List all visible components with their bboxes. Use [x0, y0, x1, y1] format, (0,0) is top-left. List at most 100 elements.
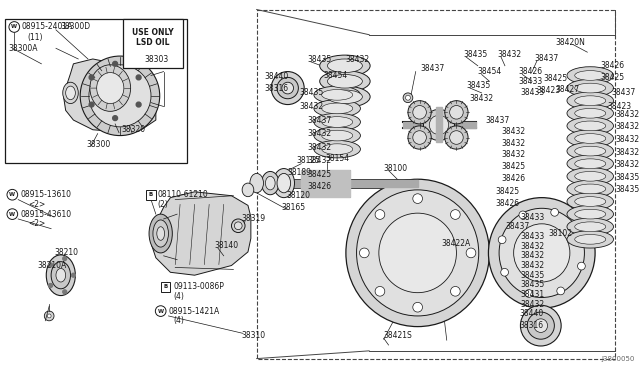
Text: 09113-0086P: 09113-0086P: [173, 282, 224, 291]
Text: 38435: 38435: [520, 271, 545, 280]
Ellipse shape: [314, 140, 360, 158]
Circle shape: [577, 262, 586, 270]
Text: 38426: 38426: [495, 199, 519, 208]
Polygon shape: [152, 192, 251, 275]
Circle shape: [451, 286, 460, 296]
Ellipse shape: [322, 144, 353, 154]
Bar: [123, 19, 183, 68]
Text: 08915-13610: 08915-13610: [20, 190, 71, 199]
Circle shape: [113, 116, 118, 121]
Circle shape: [498, 236, 506, 244]
Text: (4): (4): [173, 316, 184, 325]
Ellipse shape: [46, 255, 76, 296]
Circle shape: [7, 209, 18, 219]
Ellipse shape: [527, 312, 554, 339]
Ellipse shape: [242, 183, 254, 197]
Text: 38425: 38425: [501, 162, 525, 171]
Ellipse shape: [282, 82, 294, 94]
Text: 38432: 38432: [616, 122, 639, 131]
Ellipse shape: [575, 108, 606, 118]
Ellipse shape: [567, 92, 614, 109]
Text: 38303: 38303: [144, 55, 168, 64]
Text: 38432: 38432: [616, 148, 639, 157]
Text: 38435: 38435: [616, 185, 640, 195]
Ellipse shape: [51, 262, 70, 289]
Ellipse shape: [429, 115, 449, 135]
Text: 38423: 38423: [536, 86, 560, 96]
Text: 38422A: 38422A: [442, 239, 471, 248]
Ellipse shape: [379, 213, 456, 293]
Text: 38440: 38440: [520, 310, 544, 318]
Text: W: W: [12, 25, 17, 29]
Circle shape: [72, 273, 76, 277]
Ellipse shape: [575, 121, 606, 131]
Text: 38432: 38432: [501, 127, 525, 136]
Ellipse shape: [80, 56, 160, 135]
Circle shape: [575, 230, 583, 237]
Ellipse shape: [520, 305, 561, 346]
Ellipse shape: [322, 117, 353, 127]
Text: 38432: 38432: [520, 300, 545, 309]
Ellipse shape: [149, 214, 172, 253]
Text: (11): (11): [28, 33, 44, 42]
Text: 38425: 38425: [544, 74, 568, 83]
Text: 08915-43610: 08915-43610: [20, 209, 71, 219]
Ellipse shape: [534, 319, 548, 333]
Ellipse shape: [424, 109, 454, 140]
Ellipse shape: [66, 86, 76, 100]
Text: W: W: [157, 309, 164, 314]
Circle shape: [557, 287, 564, 295]
Circle shape: [406, 95, 410, 100]
Text: 38423: 38423: [608, 102, 632, 111]
Ellipse shape: [408, 101, 431, 124]
Ellipse shape: [320, 55, 370, 76]
Text: 38426: 38426: [501, 174, 525, 183]
Ellipse shape: [575, 134, 606, 143]
Text: 38316: 38316: [264, 84, 289, 93]
Text: 08915-1421A: 08915-1421A: [168, 307, 220, 315]
Text: 38432: 38432: [307, 156, 332, 165]
Bar: [4, 19, 187, 163]
Ellipse shape: [567, 180, 614, 198]
Text: 38454: 38454: [324, 71, 348, 80]
Text: J3800050: J3800050: [602, 356, 636, 362]
Ellipse shape: [89, 65, 151, 127]
Text: 38300A: 38300A: [8, 44, 38, 53]
Text: 38210: 38210: [54, 248, 78, 257]
Ellipse shape: [450, 106, 463, 119]
Ellipse shape: [575, 197, 606, 206]
Bar: [257, 10, 616, 359]
Ellipse shape: [273, 169, 294, 198]
Text: 38425: 38425: [600, 73, 624, 82]
Ellipse shape: [575, 222, 606, 232]
Ellipse shape: [320, 86, 370, 108]
Ellipse shape: [445, 101, 468, 124]
Text: 38165: 38165: [282, 203, 306, 212]
Text: 38432: 38432: [616, 135, 639, 144]
Ellipse shape: [488, 198, 595, 308]
Text: 38437: 38437: [505, 222, 529, 231]
Polygon shape: [64, 59, 156, 132]
Text: 38421S: 38421S: [384, 331, 412, 340]
Text: <2>: <2>: [28, 219, 45, 228]
Text: 38435: 38435: [520, 280, 545, 289]
Text: 38431: 38431: [520, 290, 545, 299]
Text: 38433: 38433: [518, 77, 543, 86]
Ellipse shape: [567, 67, 614, 84]
Text: 38425: 38425: [495, 187, 519, 196]
Text: 38440: 38440: [264, 72, 289, 81]
Circle shape: [63, 257, 67, 260]
Text: 38435: 38435: [463, 49, 488, 59]
Ellipse shape: [575, 184, 606, 194]
Ellipse shape: [314, 127, 360, 144]
Ellipse shape: [575, 171, 606, 181]
Text: 38432: 38432: [300, 102, 323, 111]
Text: 38125: 38125: [296, 156, 321, 165]
Text: 38437: 38437: [420, 64, 445, 73]
Ellipse shape: [322, 130, 353, 141]
Circle shape: [49, 283, 52, 288]
Ellipse shape: [408, 126, 431, 149]
Circle shape: [375, 210, 385, 219]
Text: 38432: 38432: [307, 129, 332, 138]
Bar: [146, 190, 156, 199]
